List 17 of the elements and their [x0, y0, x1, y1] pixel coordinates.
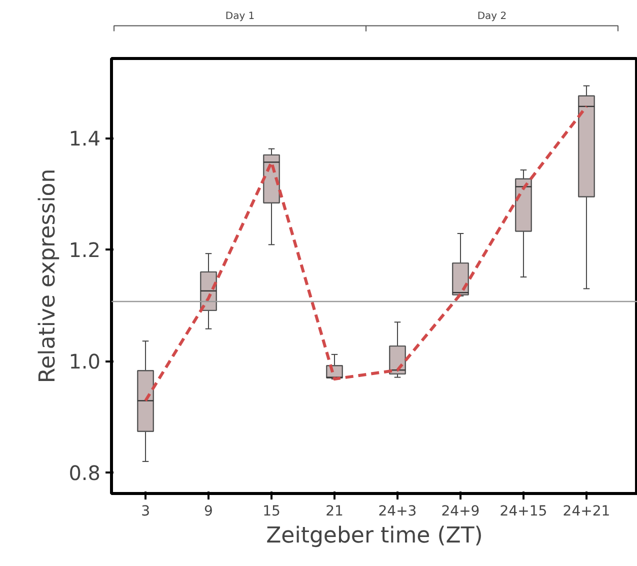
x-tick-label: 24+3 — [378, 504, 417, 520]
x-tick-label: 15 — [262, 504, 280, 520]
x-axis-title: Zeitgeber time (ZT) — [266, 524, 483, 548]
x-tick-label: 24+15 — [500, 504, 548, 520]
y-tick-label: 1.2 — [68, 238, 101, 262]
y-axis-title: Relative expression — [36, 168, 61, 384]
text: Day 1 — [225, 10, 255, 22]
y-tick-label: 1.4 — [68, 126, 101, 151]
line-series — [144, 104, 588, 402]
x-tick-label: 24+9 — [441, 504, 480, 520]
x-tick-label: 3 — [141, 504, 150, 520]
text: Day 2 — [477, 10, 507, 22]
y-tick-label: 1.0 — [68, 350, 101, 374]
x-tick-label: 21 — [326, 504, 344, 520]
x-tick-label: 9 — [204, 504, 213, 520]
y-tick-label: 0.8 — [68, 461, 101, 486]
x-tick-label: 24+21 — [562, 504, 610, 520]
